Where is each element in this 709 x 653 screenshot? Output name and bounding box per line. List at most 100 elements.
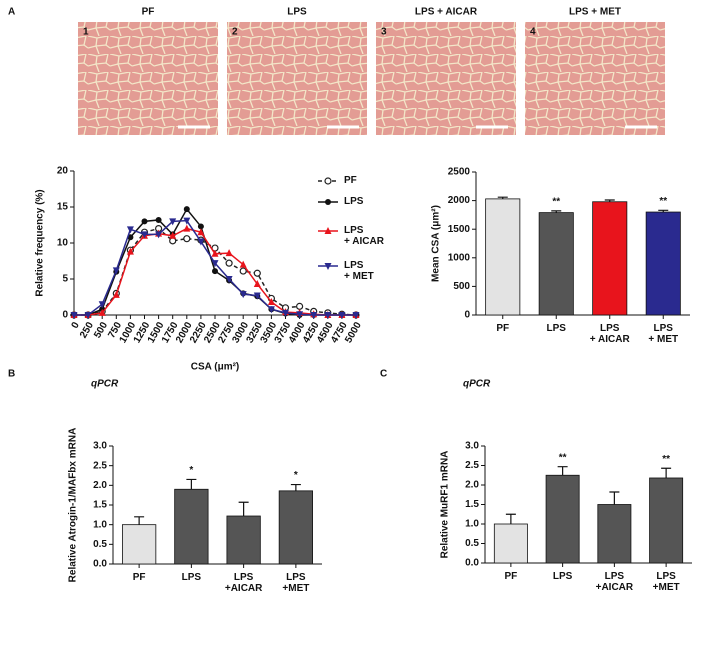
error-bar [604, 199, 615, 202]
y-tick-label: 3.0 [93, 441, 107, 452]
x-tick-label: LPS [546, 323, 566, 334]
marker [197, 228, 205, 236]
y-axis-label: Relative Atrogin-1/MAFbx mRNA [68, 428, 79, 583]
x-tick-label: 250 [78, 320, 96, 340]
error-bar [134, 516, 145, 525]
marker [183, 224, 191, 232]
marker [310, 312, 318, 319]
y-tick-label: 1.0 [465, 519, 479, 530]
marker [352, 312, 360, 319]
marker [324, 263, 332, 270]
x-tick-label: LPS +MET [652, 571, 680, 593]
x-tick-label: LPS +MET [282, 572, 310, 594]
x-tick-label: 5000 [343, 320, 364, 345]
bar [122, 524, 157, 565]
error-bar [658, 209, 669, 213]
y-tick-label: 1.0 [93, 519, 107, 530]
legend-label: LPS [344, 196, 364, 207]
marker [126, 226, 134, 234]
significance: ** [662, 454, 670, 465]
y-tick-label: 0.5 [465, 538, 479, 549]
marker [70, 312, 78, 319]
marker [183, 235, 191, 243]
marker [282, 309, 289, 317]
marker [338, 312, 346, 319]
legend-label: LPS + MET [344, 260, 374, 282]
bar [597, 504, 632, 564]
x-tick-label: LPS +AICAR [595, 571, 634, 593]
marker [267, 306, 275, 314]
marker [197, 223, 204, 230]
y-axis-label: Relative frequency (%) [35, 189, 46, 296]
marker [225, 276, 233, 283]
y-tick-label: 1500 [448, 224, 471, 235]
marker [239, 291, 247, 299]
marker [183, 206, 190, 213]
marker [141, 231, 148, 239]
bar [174, 488, 209, 565]
panel-letter: A [8, 7, 15, 18]
y-tick-label: 2500 [448, 167, 471, 178]
error-bar [505, 513, 516, 524]
error-bar [557, 466, 568, 476]
bar [226, 515, 261, 565]
y-tick-label: 0.0 [465, 558, 479, 569]
error-bar [609, 491, 620, 505]
bar [649, 477, 684, 564]
x-tick-label: LPS [552, 571, 573, 582]
bar [485, 198, 521, 316]
histology-image [227, 22, 367, 135]
image-title: LPS + AICAR [415, 7, 478, 18]
image-number: 1 [83, 27, 89, 38]
y-axis-label: Relative MuRF1 mRNA [440, 451, 451, 559]
y-tick-label: 2.0 [93, 480, 107, 491]
x-tick-label: 0 [70, 320, 83, 331]
error-bar [238, 501, 249, 517]
histology-image [525, 22, 665, 135]
marker [225, 259, 233, 267]
y-tick-label: 2.5 [93, 460, 107, 471]
marker [211, 249, 219, 257]
y-tick-label: 1.5 [93, 500, 107, 511]
y-tick-label: 5 [62, 274, 68, 285]
y-tick-label: 10 [57, 238, 69, 249]
x-tick-label: PF [496, 323, 510, 334]
y-tick-label: 2.5 [465, 460, 479, 471]
marker [253, 280, 261, 288]
significance: * [294, 470, 298, 481]
bar [545, 474, 580, 564]
x-tick-label: 500 [92, 320, 110, 340]
image-title: PF [142, 7, 155, 18]
marker [212, 268, 218, 275]
y-tick-label: 2.0 [465, 480, 479, 491]
bar [592, 201, 628, 316]
x-axis-label: CSA (μm²) [191, 362, 240, 373]
marker [169, 218, 177, 226]
error-bar [661, 467, 672, 478]
y-tick-label: 0 [62, 310, 68, 321]
x-tick-label: LPS +AICAR [224, 572, 263, 594]
x-tick-label: PF [504, 571, 518, 582]
legend-label: PF [344, 175, 357, 186]
y-tick-label: 1.5 [465, 499, 479, 510]
panel-letter: C [380, 369, 387, 380]
y-tick-label: 15 [57, 202, 69, 213]
y-tick-label: 20 [57, 166, 69, 177]
marker [296, 302, 304, 310]
significance: ** [552, 197, 560, 208]
marker [267, 298, 275, 306]
significance: ** [559, 452, 567, 463]
bar [278, 490, 313, 565]
marker [239, 260, 247, 268]
marker [225, 249, 233, 257]
image-title: LPS [287, 7, 307, 18]
histology-image [78, 22, 218, 135]
marker [296, 311, 304, 319]
image-title: LPS + MET [569, 7, 621, 18]
marker [141, 218, 148, 225]
marker [155, 216, 162, 223]
x-tick-label: LPS + AICAR [589, 323, 630, 345]
y-tick-label: 0.5 [93, 539, 107, 550]
